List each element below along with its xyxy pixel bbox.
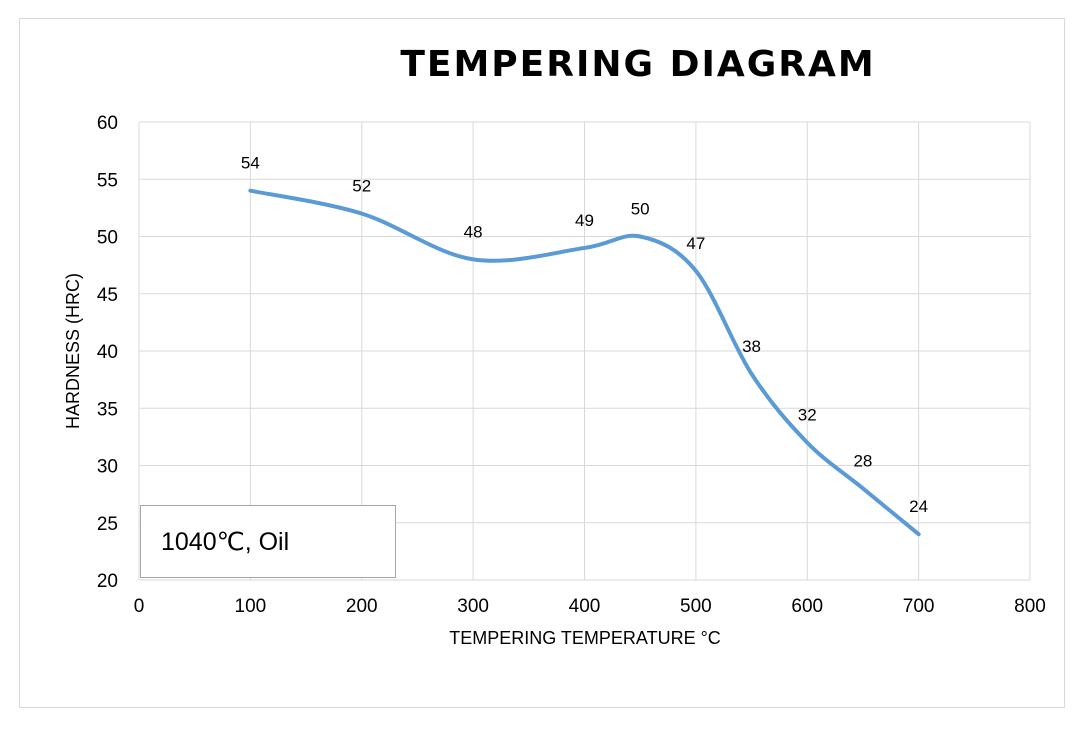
- annotation-text: 1040℃, Oil: [161, 528, 290, 556]
- data-label: 47: [686, 234, 705, 253]
- y-tick-label: 60: [97, 113, 118, 134]
- data-label: 48: [464, 222, 483, 241]
- y-tick-label: 45: [97, 285, 118, 306]
- x-tick-labels: 0 100 200 300 400 500 600 700 800: [134, 596, 1046, 617]
- gridlines: [138, 121, 1031, 581]
- data-label: 52: [352, 177, 371, 196]
- chart-frame: [19, 18, 1065, 708]
- y-tick-label: 55: [97, 170, 118, 191]
- y-tick-label: 20: [97, 571, 118, 592]
- data-label: 24: [909, 497, 928, 516]
- x-axis-title: TEMPERING TEMPERATURE °C: [449, 628, 721, 648]
- data-label: 49: [575, 211, 594, 230]
- y-tick-label: 50: [97, 228, 118, 249]
- data-label: 54: [241, 154, 260, 173]
- y-tick-label: 25: [97, 514, 118, 535]
- data-label: 28: [853, 451, 872, 470]
- data-label: 32: [798, 406, 817, 425]
- data-label: 50: [631, 200, 650, 219]
- x-tick-label: 200: [346, 596, 378, 617]
- x-tick-label: 400: [569, 596, 601, 617]
- y-tick-label: 40: [97, 342, 118, 363]
- y-axis-title: HARDNESS (HRC): [63, 273, 83, 429]
- x-tick-label: 700: [903, 596, 935, 617]
- x-tick-label: 100: [235, 596, 267, 617]
- chart-title: TEMPERING DIAGRAM: [400, 44, 876, 85]
- y-tick-label: 35: [97, 399, 118, 420]
- x-tick-label: 600: [791, 596, 823, 617]
- x-tick-label: 500: [680, 596, 712, 617]
- data-labels: 54 52 48 49 50 47 38 32 28 24: [241, 154, 928, 517]
- annotation-box: 1040℃, Oil: [140, 505, 396, 578]
- x-tick-label: 0: [134, 596, 145, 617]
- y-tick-labels: 20 25 30 35 40 45 50 55 60: [97, 113, 118, 592]
- data-label: 38: [742, 337, 761, 356]
- y-tick-label: 30: [97, 457, 118, 478]
- x-tick-label: 800: [1014, 596, 1046, 617]
- x-tick-label: 300: [457, 596, 489, 617]
- series-line: [248, 188, 921, 537]
